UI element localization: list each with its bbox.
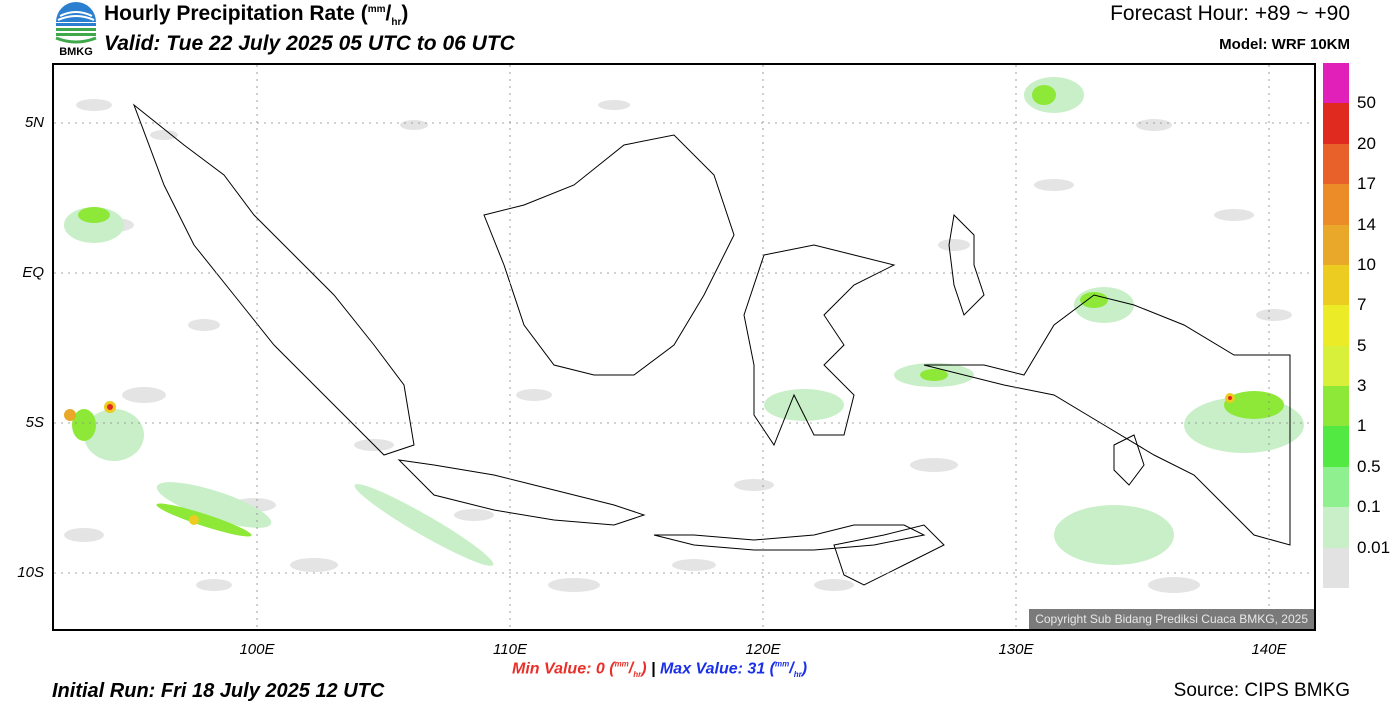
legend-label: 1 <box>1357 416 1367 436</box>
legend-label: 10 <box>1357 254 1376 274</box>
valid-time: Valid: Tue 22 July 2025 05 UTC to 06 UTC <box>104 32 515 55</box>
color-bar-segment <box>1323 507 1349 549</box>
color-bar-segment <box>1323 345 1349 387</box>
color-bar-segment <box>1323 143 1349 185</box>
forecast-hour: Forecast Hour: +89 ~ +90 <box>1110 2 1350 25</box>
lat-label-10s: 10S <box>17 564 44 581</box>
lat-label-5n: 5N <box>24 114 44 131</box>
graticule <box>54 65 1314 629</box>
legend-label: 20 <box>1357 133 1376 153</box>
legend-label: 17 <box>1357 174 1376 194</box>
lon-label-110e: 110E <box>493 641 527 658</box>
source-credit: Source: CIPS BMKG <box>1173 680 1350 701</box>
legend-label: 7 <box>1357 295 1367 315</box>
max-value: 31 <box>747 660 766 678</box>
model-name: Model: WRF 10KM <box>1219 36 1350 53</box>
legend-label: 0.1 <box>1357 497 1381 517</box>
color-bar-segment <box>1323 386 1349 427</box>
map-svg <box>54 65 1314 629</box>
min-max-values: Min Value: 0 (mm/hr) | Max Value: 31 (mm… <box>512 660 808 680</box>
lon-label-140e: 140E <box>1251 641 1287 658</box>
title-close: ) <box>401 2 409 25</box>
color-bar-segment <box>1323 184 1349 226</box>
min-unit-num: mm <box>614 660 629 669</box>
initial-run: Initial Run: Fri 18 July 2025 12 UTC <box>52 680 385 702</box>
bmkg-logo-icon <box>52 2 100 60</box>
color-bar <box>1323 63 1349 589</box>
logo-text: BMKG <box>59 46 93 58</box>
heavy-rain <box>64 393 1235 525</box>
legend-label: 5 <box>1357 335 1367 355</box>
legend-label: 0.01 <box>1357 537 1391 557</box>
color-bar-segment <box>1323 103 1349 145</box>
min-unit-den: hr <box>633 670 642 680</box>
color-bar-segment <box>1323 63 1349 104</box>
lat-label-5s: 5S <box>25 414 44 431</box>
coastlines <box>132 103 1291 586</box>
max-unit-den: hr <box>793 670 802 680</box>
stats-separator: | <box>651 660 656 678</box>
max-label: Max Value: <box>659 660 743 678</box>
light-rain <box>64 77 1304 566</box>
lon-label-100e: 100E <box>239 641 275 658</box>
title-unit-num: mm <box>367 4 386 15</box>
lon-label-120e: 120E <box>745 641 781 658</box>
color-bar-segment <box>1323 264 1349 306</box>
color-bar-segment <box>1323 547 1349 589</box>
lon-label-130e: 130E <box>998 641 1034 658</box>
legend-label: 50 <box>1357 93 1376 113</box>
color-bar-segment <box>1323 224 1349 266</box>
title-unit-den: hr <box>391 17 402 29</box>
min-label: Min Value: <box>512 660 592 678</box>
copyright-notice: Copyright Sub Bidang Prediksi Cuaca BMKG… <box>1029 609 1314 629</box>
legend-label: 3 <box>1357 376 1367 396</box>
min-value: 0 <box>595 660 605 678</box>
color-bar-segment <box>1323 426 1349 468</box>
precipitation-map <box>52 63 1316 631</box>
title-main: Hourly Precipitation Rate ( <box>104 2 368 25</box>
legend-label: 14 <box>1357 214 1376 234</box>
lat-label-eq: EQ <box>22 264 44 281</box>
map-title: Hourly Precipitation Rate (mm/hr) <box>104 2 409 29</box>
legend-label: 0.5 <box>1357 456 1381 476</box>
max-unit-num: mm <box>775 660 790 669</box>
color-bar-segment <box>1323 466 1349 508</box>
color-bar-segment <box>1323 305 1349 347</box>
moderate-rain <box>72 85 1284 537</box>
